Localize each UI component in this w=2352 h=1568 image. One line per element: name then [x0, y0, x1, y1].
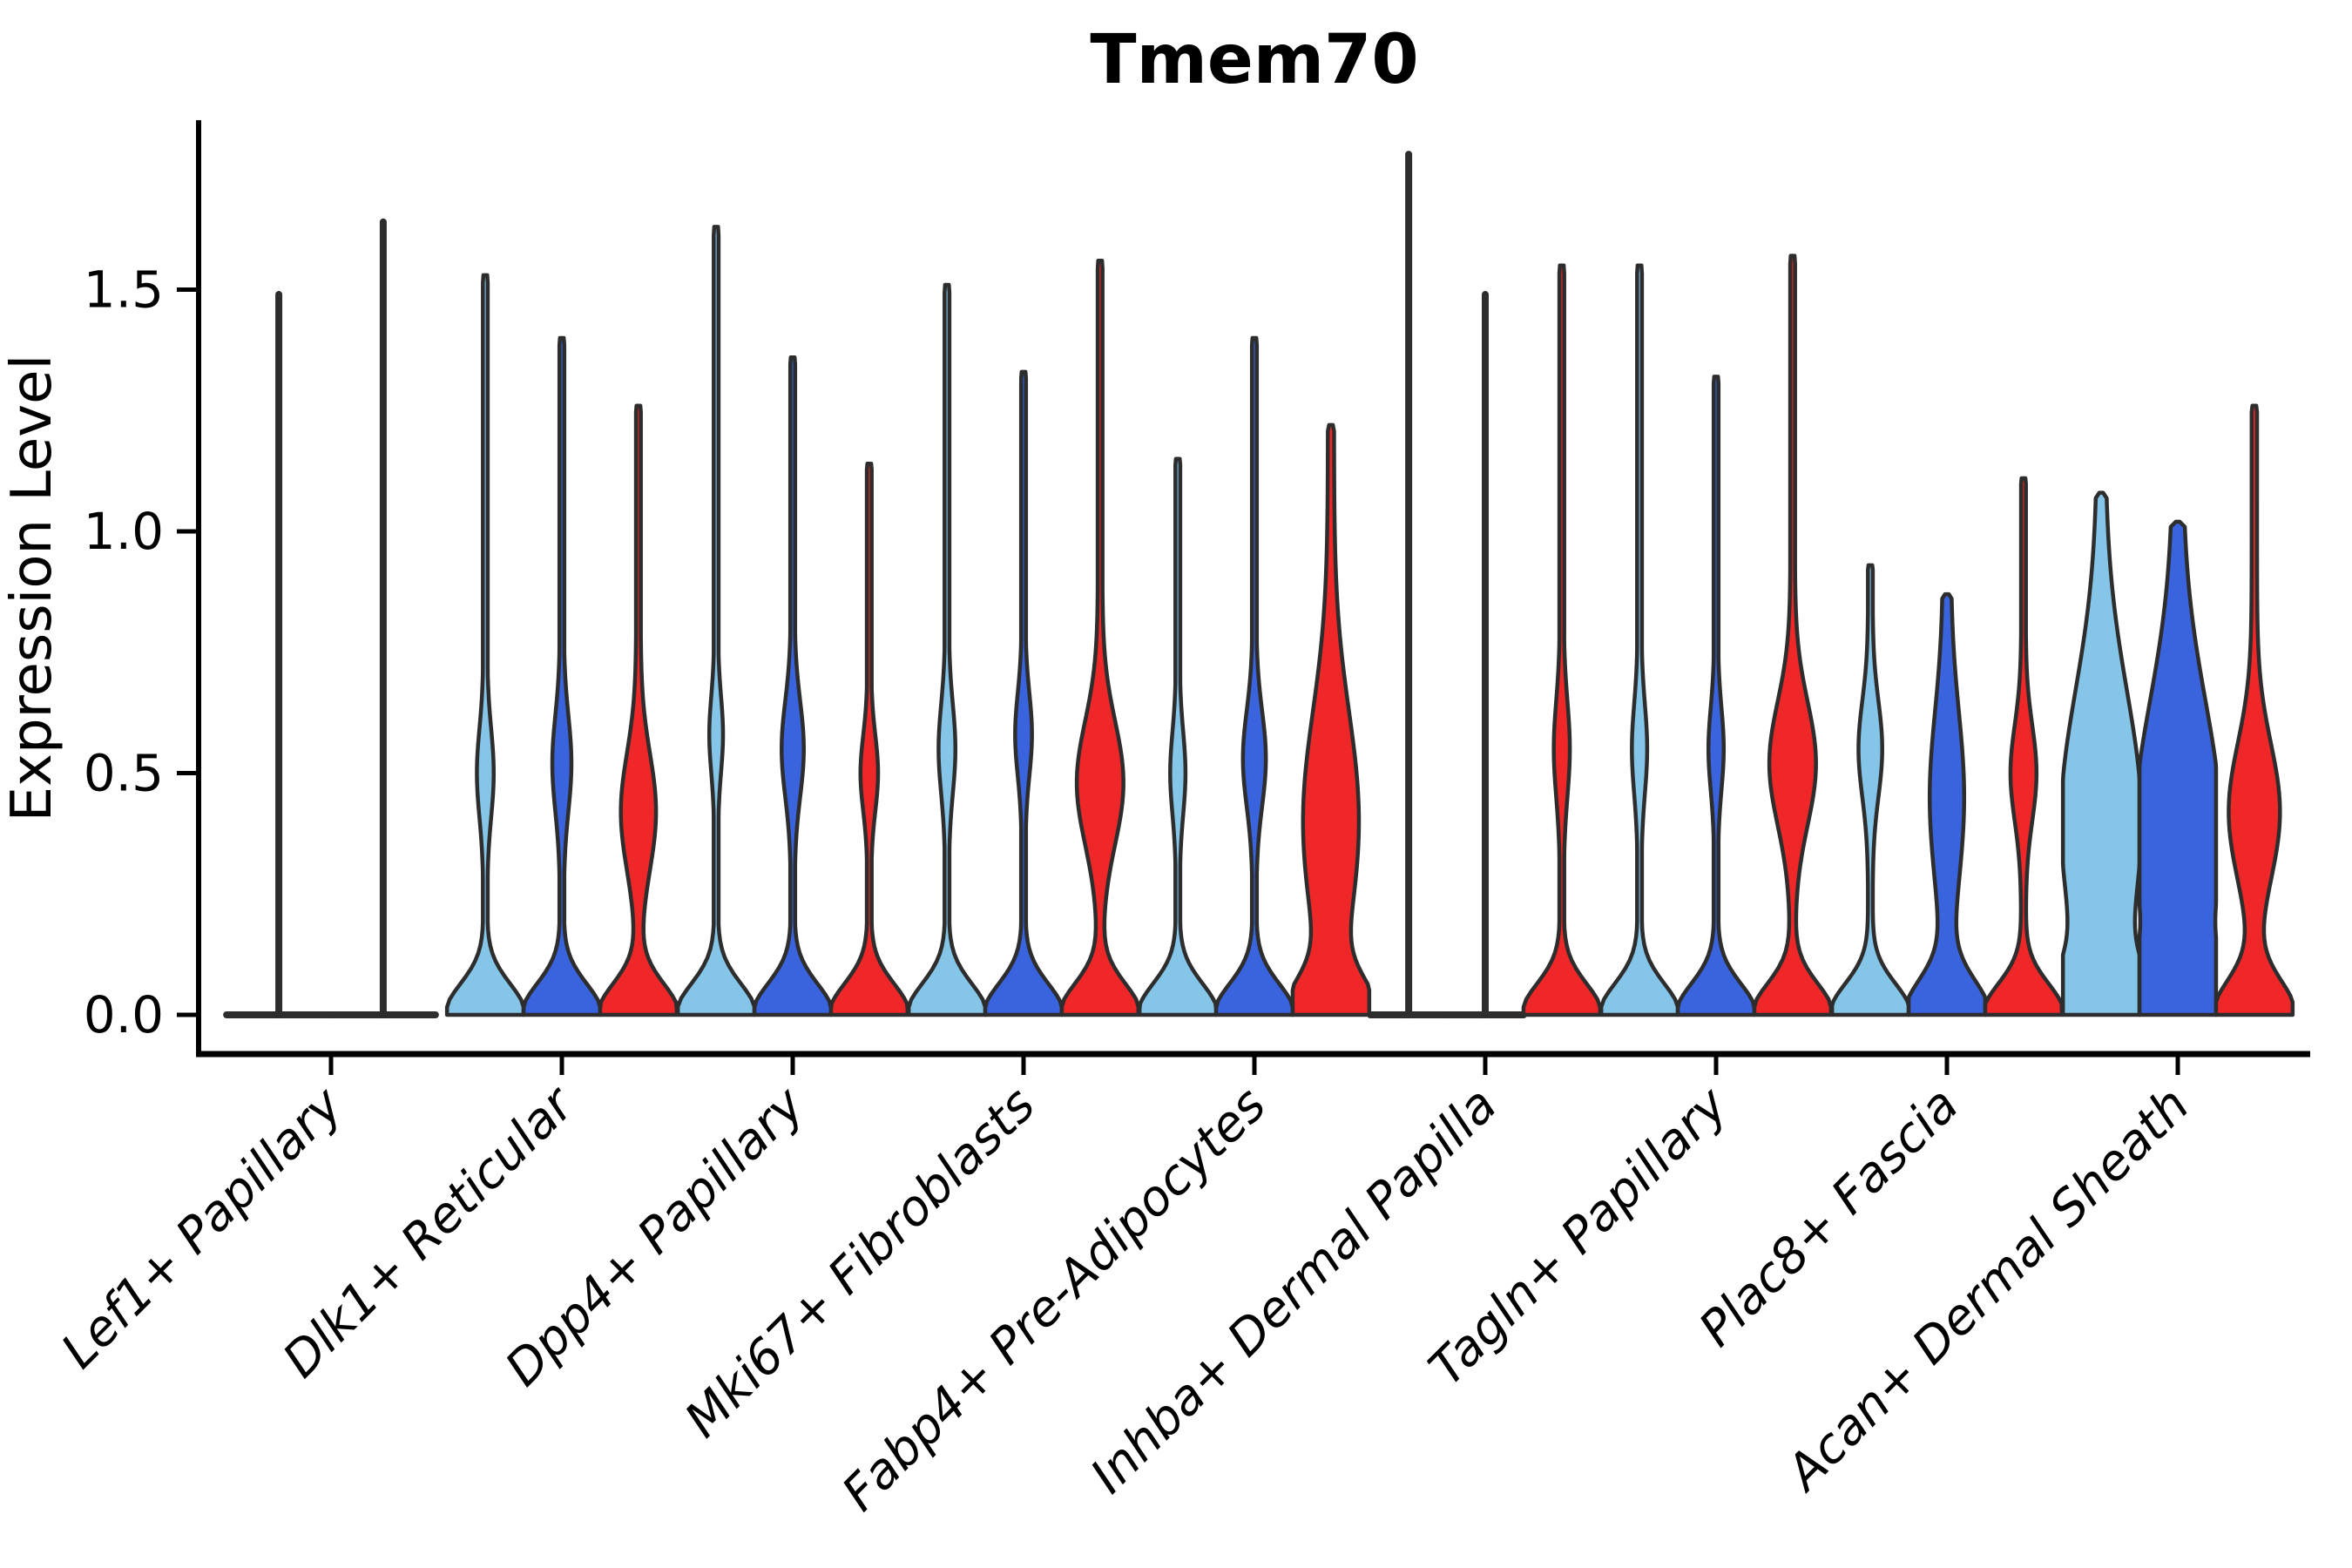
violins-layer: [223, 151, 2295, 1018]
violin-dlk1-reticular-red: [598, 403, 679, 1017]
y-tick-label: 0.5: [84, 744, 164, 803]
violin-plac8-fascia-red: [1983, 476, 2065, 1017]
violin-mki67-fibroblasts-light-blue: [906, 282, 988, 1017]
violin-acan-dermal-sheath-red: [2213, 403, 2295, 1017]
x-tick-label: Acan+ Dermal Sheath: [1774, 1077, 2200, 1503]
chart-title: Tmem70: [1090, 21, 1418, 99]
violin-inhba-dermal-papilla-red: [1521, 263, 1603, 1017]
violin-tagln-papillary-red: [1752, 253, 1834, 1017]
violin-mki67-fibroblasts-blue: [983, 369, 1064, 1017]
x-tick-label: Inhba+ Dermal Papilla: [1080, 1077, 1508, 1504]
violin-acan-dermal-sheath-blue: [2137, 519, 2219, 1017]
violin-fabp4-pre-adipocytes-light-blue: [1137, 456, 1219, 1017]
violin-tagln-papillary-blue: [1675, 375, 1757, 1017]
violin-acan-dermal-sheath-light-blue: [2060, 490, 2142, 1017]
violin-dpp4-papillary-blue: [752, 355, 834, 1017]
violin-plac8-fascia-blue: [1906, 591, 1988, 1017]
violin-dlk1-reticular-blue: [521, 335, 603, 1017]
violin-fabp4-pre-adipocytes-blue: [1213, 335, 1295, 1017]
violin-dpp4-papillary-light-blue: [675, 225, 757, 1017]
violin-mki67-fibroblasts-red: [1059, 258, 1141, 1017]
x-tick-label: Fabp4+ Pre-Adipocytes: [832, 1077, 1277, 1522]
violin-fabp4-pre-adipocytes-red: [1290, 422, 1372, 1017]
y-tick-label: 1.5: [84, 260, 164, 320]
violin-tagln-papillary-light-blue: [1598, 263, 1680, 1017]
y-tick-label: 1.0: [84, 502, 164, 561]
y-axis-label: Expression Level: [0, 355, 64, 822]
y-tick-label: 0.0: [84, 985, 164, 1044]
violin-dlk1-reticular-light-blue: [444, 273, 526, 1017]
violin-dpp4-papillary-red: [828, 462, 910, 1017]
violin-plac8-fascia-light-blue: [1829, 563, 1911, 1017]
